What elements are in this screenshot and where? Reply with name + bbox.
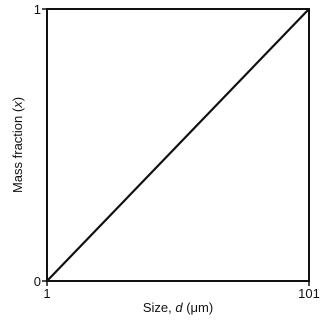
y-axis-label-part-3: ) [10, 97, 25, 101]
x-axis-label: Size, d (μm) [143, 300, 213, 315]
series-line-1 [46, 8, 310, 282]
x-axis-label-variable: d [175, 300, 183, 315]
x-tick-label-start: 1 [43, 286, 50, 301]
plot-frame [46, 8, 310, 282]
y-axis-label: Mass fraction (x) [10, 97, 25, 193]
y-tick-label-start: 0 [34, 274, 41, 289]
series-layer [46, 8, 310, 282]
x-tick-label-end: 101 [298, 286, 320, 301]
y-tick-label-end: 1 [34, 2, 41, 17]
y-axis-label-part-1: Mass fraction ( [10, 107, 25, 193]
x-axis-label-part-1: Size, [143, 300, 176, 315]
y-axis-label-variable: x [10, 101, 25, 109]
x-axis-label-unit: (μm) [183, 300, 214, 315]
